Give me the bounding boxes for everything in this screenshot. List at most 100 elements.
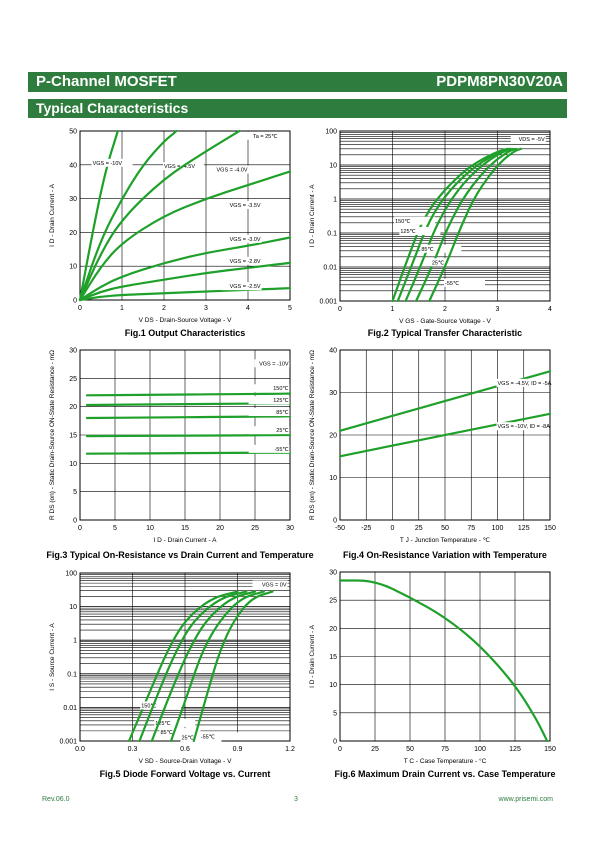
x-tick-label: 1 bbox=[391, 306, 395, 313]
x-axis-label: T C - Case Temperature - °C bbox=[404, 757, 487, 765]
x-tick-label: 150 bbox=[544, 525, 556, 532]
series-label-150: 150℃ bbox=[395, 219, 411, 225]
x-tick-label: 5 bbox=[113, 525, 117, 532]
annotation-vgs-0v: VGS = 0V bbox=[262, 582, 287, 588]
x-tick-label: -25 bbox=[361, 525, 371, 532]
section-bar: Typical Characteristics bbox=[28, 99, 567, 118]
y-tick-label: 40 bbox=[69, 162, 77, 169]
series-label-bg bbox=[248, 396, 290, 405]
series-label-150: 150℃ bbox=[141, 703, 157, 709]
caption-fig5: Fig.5 Diode Forward Voltage vs. Current bbox=[99, 769, 271, 779]
y-tick-label: 1 bbox=[333, 197, 337, 204]
series-label-bg bbox=[420, 244, 462, 253]
series-line-150 bbox=[85, 392, 292, 397]
series-line-vgs-2-8v bbox=[78, 261, 292, 302]
x-tick-label: 100 bbox=[492, 525, 504, 532]
series-label-bg bbox=[154, 718, 196, 727]
series-label-125: 125℃ bbox=[273, 398, 289, 404]
series-label-125: 125℃ bbox=[155, 721, 171, 727]
series-label-25: 25℃ bbox=[432, 260, 445, 266]
y-axis-label: R DS (on) - Static Drain-Source ON-State… bbox=[309, 350, 316, 520]
caption-fig3: Fig.3 Typical On-Resistance vs Drain Cur… bbox=[46, 550, 314, 560]
y-tick-label: 100 bbox=[325, 129, 337, 136]
series-label-55: -55℃ bbox=[201, 734, 216, 740]
y-tick-label: 5 bbox=[333, 710, 337, 717]
caption-fig2: Fig.2 Typical Transfer Characteristic bbox=[367, 328, 523, 338]
series-line-vgs-4-5v-id-5a bbox=[338, 370, 552, 432]
series-line-55 bbox=[428, 147, 523, 303]
x-tick-label: 25 bbox=[415, 525, 423, 532]
series-label-bg bbox=[199, 732, 241, 741]
x-tick-label: 75 bbox=[467, 525, 475, 532]
x-tick-label: 20 bbox=[216, 525, 224, 532]
series-line-150 bbox=[127, 590, 239, 743]
series-line-125 bbox=[138, 590, 248, 743]
series-line-vgs-4-0v bbox=[78, 129, 241, 302]
y-tick-label: 25 bbox=[69, 376, 77, 383]
series-label-bg bbox=[220, 256, 262, 265]
x-tick-label: 150 bbox=[544, 746, 556, 753]
series-label-85: 85℃ bbox=[161, 730, 174, 736]
series-label-bg bbox=[220, 282, 262, 291]
x-tick-label: 125 bbox=[509, 746, 521, 753]
series-line-vgs-3-0v bbox=[78, 236, 292, 302]
y-tick-label: 1 bbox=[73, 638, 77, 645]
x-axis-label: V DS - Drain-Source Voltage - V bbox=[139, 317, 233, 324]
x-tick-label: 0.9 bbox=[233, 746, 243, 753]
x-tick-label: 0 bbox=[338, 306, 342, 313]
series-label-125: 125℃ bbox=[400, 229, 416, 235]
footer-revision: Rev.06.0 bbox=[42, 796, 70, 803]
y-tick-label: 0.1 bbox=[67, 671, 77, 678]
series-line-vgs-4-5v bbox=[78, 129, 178, 302]
y-tick-label: 20 bbox=[329, 626, 337, 633]
x-axis-label: V GS - Gate-Source Voltage - V bbox=[399, 318, 491, 325]
y-tick-label: 15 bbox=[69, 433, 77, 440]
y-tick-label: 0.1 bbox=[327, 231, 337, 238]
series-line-vgs-10v-id-8a bbox=[338, 412, 552, 458]
series-label-55: -55℃ bbox=[445, 281, 460, 287]
series-line-vgs-10v bbox=[78, 129, 119, 302]
x-tick-label: 50 bbox=[406, 746, 414, 753]
y-tick-label: 0 bbox=[333, 739, 337, 746]
x-tick-label: 25 bbox=[371, 746, 379, 753]
x-tick-label: 0 bbox=[78, 525, 82, 532]
x-tick-label: 30 bbox=[286, 525, 294, 532]
y-tick-label: 0.01 bbox=[63, 705, 77, 712]
y-tick-label: 10 bbox=[329, 475, 337, 482]
plot-frame bbox=[339, 349, 551, 521]
series-label-vgs-3-0v: VGS = -3.0V bbox=[230, 237, 261, 243]
series-label-bg bbox=[248, 426, 290, 435]
section-title: Typical Characteristics bbox=[36, 100, 189, 116]
x-tick-label: 1.2 bbox=[285, 746, 295, 753]
x-tick-label: 4 bbox=[548, 306, 552, 313]
y-axis-label: I D - Drain Current - A bbox=[49, 183, 56, 247]
caption-fig6: Fig.6 Maximum Drain Current vs. Case Tem… bbox=[334, 769, 556, 779]
x-tick-label: 50 bbox=[441, 525, 449, 532]
series-label-bg bbox=[444, 278, 485, 287]
header-title: P-Channel MOSFET bbox=[36, 73, 177, 90]
series-label-bg bbox=[248, 408, 290, 417]
footer-website[interactable]: www.prisemi.com bbox=[498, 796, 553, 803]
y-tick-label: 20 bbox=[329, 433, 337, 440]
header-bar: P-Channel MOSFET PDPM8PN30V20A bbox=[28, 72, 567, 92]
series-label-bg bbox=[399, 227, 441, 235]
series-label-85: 85℃ bbox=[276, 410, 289, 416]
series-line-55 bbox=[192, 590, 274, 743]
series-line-curve bbox=[338, 579, 549, 743]
x-tick-label: 5 bbox=[288, 305, 292, 312]
x-tick-label: 15 bbox=[181, 525, 189, 532]
x-tick-label: 2 bbox=[162, 305, 166, 312]
series-label-bg bbox=[215, 165, 257, 174]
y-tick-label: 0 bbox=[73, 518, 77, 525]
y-axis-label: I D - Drain Current - A bbox=[309, 184, 316, 248]
y-tick-label: 20 bbox=[69, 404, 77, 411]
x-tick-label: 0 bbox=[338, 746, 342, 753]
series-label-vgs-3-5v: VGS = -3.5V bbox=[230, 203, 261, 209]
chart-fig6-max-drain-current-vs-case-temp: 0 25 50 75 100 125 150 0 5 10 15 20 25 30 T C - Case T… bbox=[309, 570, 556, 766]
y-tick-label: 10 bbox=[329, 682, 337, 689]
y-tick-label: 10 bbox=[69, 604, 77, 611]
series-label-vgs-2-8v: VGS = -2.8V bbox=[230, 259, 261, 265]
x-tick-label: 0.0 bbox=[75, 746, 85, 753]
x-tick-label: -50 bbox=[335, 525, 345, 532]
x-tick-label: 0.3 bbox=[128, 746, 138, 753]
